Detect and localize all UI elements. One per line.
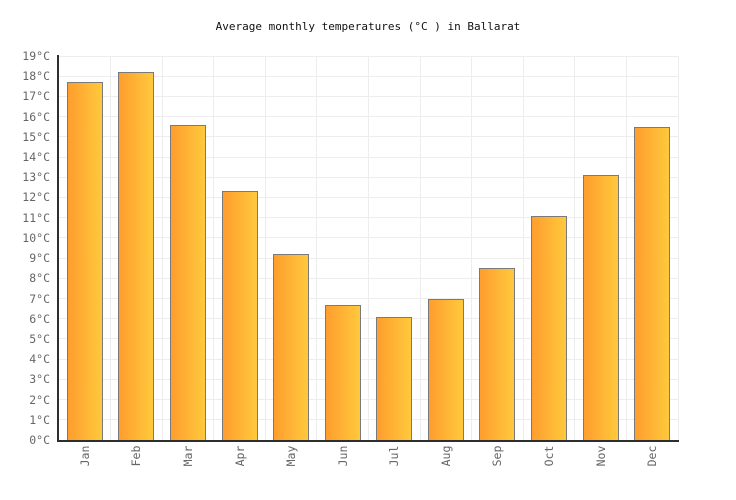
y-tick-label-15c: 15°C <box>22 129 50 144</box>
v-gridline <box>161 56 163 440</box>
v-gridline <box>625 56 627 440</box>
v-gridline <box>419 56 421 440</box>
v-gridline <box>316 56 318 440</box>
x-axis-labels: Jan Feb Mar Apr May Jun Jul Aug Sep Oct Nov Dec <box>59 440 678 500</box>
bar-mar <box>169 124 206 440</box>
y-tick-label-16c: 16°C <box>22 109 50 124</box>
x-tick-label-aug: Aug <box>438 445 453 467</box>
y-tick-label-14c: 14°C <box>22 150 50 165</box>
v-gridline <box>522 56 524 440</box>
y-tick-label-1c: 1°C <box>29 412 50 427</box>
x-tick-label-feb: Feb <box>129 445 144 467</box>
bar-dec <box>634 126 671 440</box>
bar-sep <box>479 268 516 440</box>
y-tick-label-4c: 4°C <box>29 352 50 367</box>
bar-apr <box>221 191 258 440</box>
y-tick-label-18c: 18°C <box>22 69 50 84</box>
bar-nov <box>582 175 619 440</box>
y-tick-label-12c: 12°C <box>22 190 50 205</box>
y-tick-label-8c: 8°C <box>29 271 50 286</box>
x-tick-label-oct: Oct <box>542 445 557 467</box>
v-gridline <box>471 56 473 440</box>
bar-jan <box>66 82 103 440</box>
v-gridline <box>368 56 369 440</box>
bar-jun <box>324 304 361 440</box>
x-tick-label-may: May <box>284 445 299 467</box>
bar-aug <box>427 298 464 440</box>
bar-jul <box>376 316 413 440</box>
y-tick-label-19c: 19°C <box>22 49 50 63</box>
x-tick-label-sep: Sep <box>490 445 505 467</box>
v-gridline <box>677 56 679 440</box>
y-tick-label-9c: 9°C <box>29 251 50 266</box>
y-tick-label-13c: 13°C <box>22 170 50 185</box>
y-tick-label-3c: 3°C <box>29 372 50 387</box>
bar-feb <box>118 72 155 440</box>
v-gridline <box>213 56 215 440</box>
x-tick-label-mar: Mar <box>180 445 195 467</box>
y-tick-label-0c: 0°C <box>29 433 50 447</box>
v-gridline <box>574 56 576 440</box>
bar-may <box>273 254 310 440</box>
chart-title: Average monthly temperatures (°C ) in Ba… <box>215 20 521 33</box>
v-gridline <box>264 56 266 440</box>
x-tick-label-jun: Jun <box>335 445 350 467</box>
y-tick-label-7c: 7°C <box>29 291 50 306</box>
y-tick-label-2c: 2°C <box>29 392 50 407</box>
y-tick-label-17c: 17°C <box>22 89 50 104</box>
v-gridline <box>110 56 112 440</box>
y-tick-label-10c: 10°C <box>22 230 50 245</box>
y-tick-label-6c: 6°C <box>29 311 50 326</box>
x-tick-label-jan: Jan <box>77 445 92 467</box>
x-tick-label-dec: Dec <box>645 445 660 467</box>
bar-oct <box>531 215 568 440</box>
x-tick-label-nov: Nov <box>593 445 608 467</box>
plot-area <box>59 55 679 440</box>
y-tick-label-5c: 5°C <box>29 331 50 346</box>
y-axis-labels: 0°C 1°C 2°C 3°C 4°C 5°C 6°C 7°C 8°C 9°C 10°C 11°C 12… <box>0 49 50 447</box>
y-axis-line <box>57 55 59 442</box>
x-tick-label-jul: Jul <box>387 445 402 467</box>
x-axis-line <box>57 440 679 442</box>
y-tick-label-11c: 11°C <box>22 210 50 225</box>
x-tick-label-apr: Apr <box>232 445 247 467</box>
